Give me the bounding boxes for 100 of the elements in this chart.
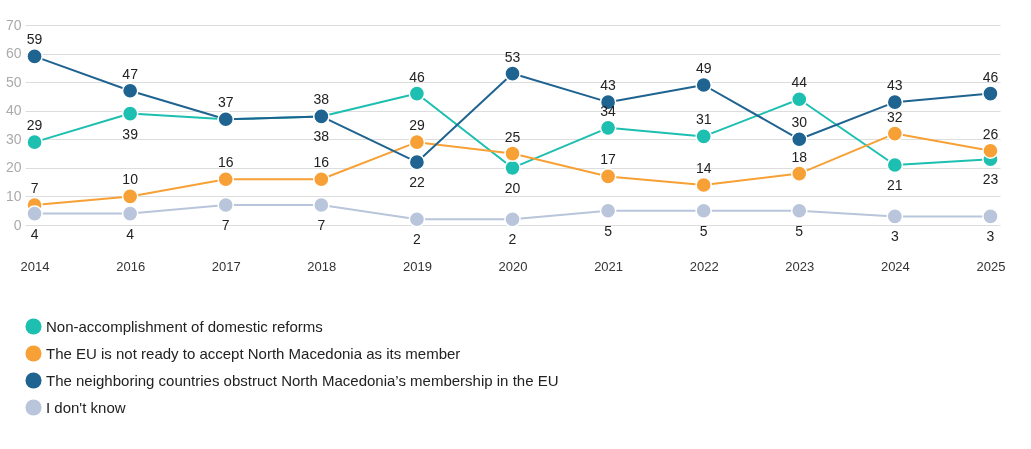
x-tick-label: 2016 — [116, 258, 146, 274]
y-tick-label: 10 — [5, 187, 22, 204]
y-tick-label: 70 — [5, 16, 22, 33]
data-label: 59 — [26, 31, 43, 48]
point — [312, 196, 330, 214]
point — [504, 145, 521, 162]
data-label: 49 — [695, 60, 712, 76]
data-label: 43 — [600, 77, 617, 94]
x-tick-label: 2021 — [594, 258, 624, 274]
data-label: 25 — [504, 128, 521, 145]
data-label: 3 — [890, 228, 899, 245]
data-label: 2 — [413, 231, 422, 248]
data-label: 43 — [887, 77, 903, 94]
point — [504, 65, 521, 82]
data-label: 38 — [313, 91, 330, 108]
point — [121, 205, 139, 222]
data-label: 10 — [122, 171, 139, 188]
data-label: 5 — [699, 222, 708, 239]
data-label: 38 — [313, 128, 330, 145]
data-label: 7 — [30, 180, 39, 196]
point — [26, 205, 43, 222]
x-tick-label: 2018 — [307, 258, 337, 274]
point — [312, 170, 330, 188]
x-tick-label: 2025 — [976, 258, 1006, 274]
data-label: 46 — [982, 68, 999, 85]
point — [695, 128, 713, 145]
point — [26, 48, 43, 65]
data-label: 22 — [409, 174, 425, 191]
point — [121, 105, 139, 122]
data-label: 47 — [122, 65, 139, 82]
data-label: 26 — [982, 125, 999, 142]
legend-label: The EU is not ready to accept North Macedonia as its member — [46, 344, 461, 362]
point — [504, 210, 521, 228]
data-label: 14 — [695, 160, 712, 176]
point — [599, 202, 617, 220]
point — [982, 142, 999, 160]
y-tick-label: 50 — [5, 73, 22, 90]
point — [121, 188, 139, 205]
point — [121, 82, 139, 100]
y-tick-label: 20 — [5, 159, 22, 176]
legend-label: The neighboring countries obstruct North Macedonia’s membership in the EU — [46, 371, 559, 389]
point — [408, 133, 426, 151]
legend-label: I don't know — [46, 398, 126, 416]
point — [26, 133, 43, 151]
data-label: 18 — [791, 148, 808, 165]
data-label: 23 — [982, 171, 999, 188]
data-label: 16 — [217, 154, 234, 171]
data-label: 44 — [791, 74, 808, 91]
y-tick-label: 30 — [5, 130, 22, 147]
x-tick-label: 2014 — [20, 258, 50, 274]
data-label: 2 — [508, 231, 517, 248]
point — [790, 130, 808, 148]
point — [790, 90, 808, 108]
data-label: 7 — [317, 217, 326, 233]
data-label: 16 — [313, 154, 330, 171]
data-label: 4 — [30, 225, 39, 242]
y-tick-label: 60 — [5, 45, 22, 62]
x-tick-label: 2017 — [211, 258, 241, 274]
point — [886, 125, 904, 142]
data-label: 7 — [221, 217, 230, 233]
data-label: 5 — [604, 222, 613, 239]
point — [408, 153, 426, 171]
data-label: 46 — [409, 68, 425, 85]
y-tick-label: 40 — [5, 102, 22, 119]
data-label: 20 — [504, 179, 521, 196]
x-tick-label: 2020 — [498, 258, 528, 274]
legend-label: Non-accomplishment of domestic reforms — [46, 317, 323, 335]
point — [599, 168, 617, 185]
data-label: 29 — [26, 117, 43, 134]
point — [217, 170, 235, 188]
point — [695, 176, 713, 194]
data-label: 21 — [887, 177, 903, 193]
data-label: 4 — [126, 225, 135, 242]
data-label: 34 — [600, 102, 617, 119]
data-label: 30 — [791, 114, 808, 131]
data-label: 3 — [986, 228, 995, 245]
x-tick-label: 2023 — [785, 258, 815, 274]
data-label: 5 — [795, 222, 804, 239]
data-label: 31 — [695, 111, 712, 128]
point — [886, 93, 904, 111]
point — [408, 210, 426, 228]
data-label: 39 — [122, 125, 139, 142]
point — [504, 159, 521, 177]
x-tick-label: 2019 — [402, 258, 432, 274]
point — [790, 165, 808, 182]
data-label: 32 — [887, 108, 903, 125]
point — [695, 76, 713, 94]
point — [886, 208, 904, 225]
data-label: 17 — [600, 151, 617, 168]
point — [982, 85, 999, 102]
x-tick-label: 2022 — [689, 258, 719, 274]
point — [982, 208, 999, 225]
y-tick-label: 0 — [13, 216, 22, 233]
x-tick-label: 2024 — [880, 258, 910, 274]
data-label: 37 — [217, 94, 234, 111]
data-label: 53 — [504, 48, 521, 65]
point — [599, 119, 617, 137]
point — [790, 202, 808, 220]
point — [695, 202, 713, 220]
point — [217, 196, 235, 214]
